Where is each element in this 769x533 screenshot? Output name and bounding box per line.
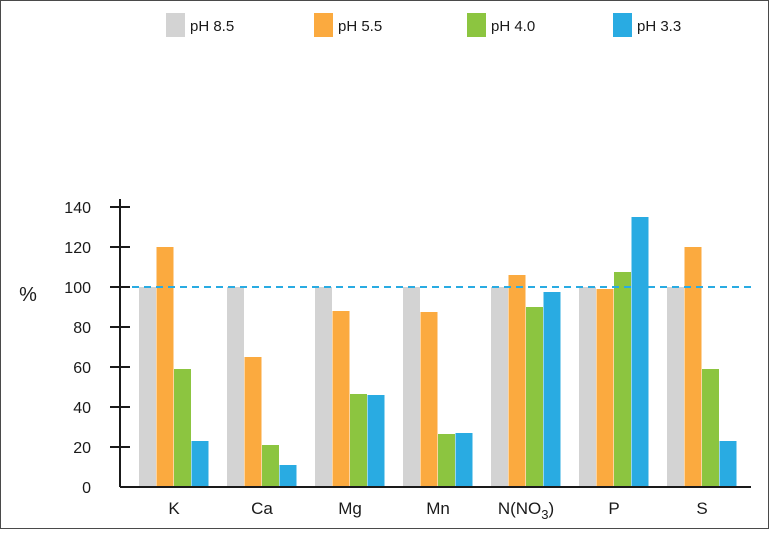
bar-ph-5-5-5 <box>596 289 614 487</box>
x-label-3: Mn <box>426 499 450 518</box>
x-label-2: Mg <box>338 499 362 518</box>
bar-ph-5-5-6 <box>684 247 702 487</box>
bar-ph-4-0-2 <box>350 394 367 487</box>
y-tick-label-140: 140 <box>64 200 91 217</box>
legend-label-0: pH 8.5 <box>190 18 234 35</box>
bar-ph-4-0-6 <box>702 369 719 487</box>
bar-ph-8-5-5 <box>579 287 596 487</box>
bar-ph-3-3-4 <box>543 292 561 487</box>
bar-ph-3-3-2 <box>367 395 385 487</box>
bar-ph-8-5-1 <box>227 287 244 487</box>
bar-ph-8-5-6 <box>667 287 684 487</box>
bar-ph-5-5-3 <box>420 312 438 487</box>
bar-ph-4-0-0 <box>174 369 191 487</box>
x-labels: K Ca Mg Mn N(NO3) P S <box>168 499 707 522</box>
y-tick-label-60: 60 <box>73 360 91 377</box>
x-label-6: S <box>696 499 707 518</box>
bar-ph-5-5-1 <box>244 357 262 487</box>
legend: pH 8.5 pH 5.5 pH 4.0 pH 3.3 <box>166 13 681 37</box>
x-label-4: N(NO3) <box>498 499 554 522</box>
bar-ph-8-5-0 <box>139 287 156 487</box>
bar-ph-3-3-5 <box>631 217 649 487</box>
bar-ph-3-3-1 <box>279 465 297 487</box>
legend-label-2: pH 4.0 <box>491 18 535 35</box>
legend-swatch-3 <box>613 13 632 37</box>
bar-ph-3-3-0 <box>191 441 209 487</box>
y-tick-label-40: 40 <box>73 400 91 417</box>
y-tick-label-0: 0 <box>82 480 91 497</box>
bar-ph-5-5-4 <box>508 275 526 487</box>
bar-ph-5-5-2 <box>332 311 350 487</box>
bar-ph-5-5-0 <box>156 247 174 487</box>
legend-label-1: pH 5.5 <box>338 18 382 35</box>
y-tick-label-80: 80 <box>73 320 91 337</box>
bar-ph-4-0-1 <box>262 445 279 487</box>
bar-ph-8-5-3 <box>403 287 420 487</box>
y-ticks: 0 20 40 60 80 100 120 140 <box>64 200 130 497</box>
bar-ph-4-0-3 <box>438 434 455 487</box>
bar-ph-4-0-4 <box>526 307 543 487</box>
x-label-0: K <box>168 499 180 518</box>
bars <box>139 217 737 487</box>
y-tick-label-120: 120 <box>64 240 91 257</box>
bar-ph-4-0-5 <box>614 272 631 487</box>
x-label-1: Ca <box>251 499 273 518</box>
bar-ph-8-5-2 <box>315 287 332 487</box>
bar-ph-3-3-6 <box>719 441 737 487</box>
legend-swatch-2 <box>467 13 486 37</box>
legend-swatch-0 <box>166 13 185 37</box>
x-label-5: P <box>608 499 619 518</box>
legend-swatch-1 <box>314 13 333 37</box>
y-tick-label-100: 100 <box>64 280 91 297</box>
y-tick-label-20: 20 <box>73 440 91 457</box>
legend-label-3: pH 3.3 <box>637 18 681 35</box>
bar-ph-3-3-3 <box>455 433 473 487</box>
y-axis-label: % <box>19 284 37 306</box>
bar-ph-8-5-4 <box>491 287 508 487</box>
